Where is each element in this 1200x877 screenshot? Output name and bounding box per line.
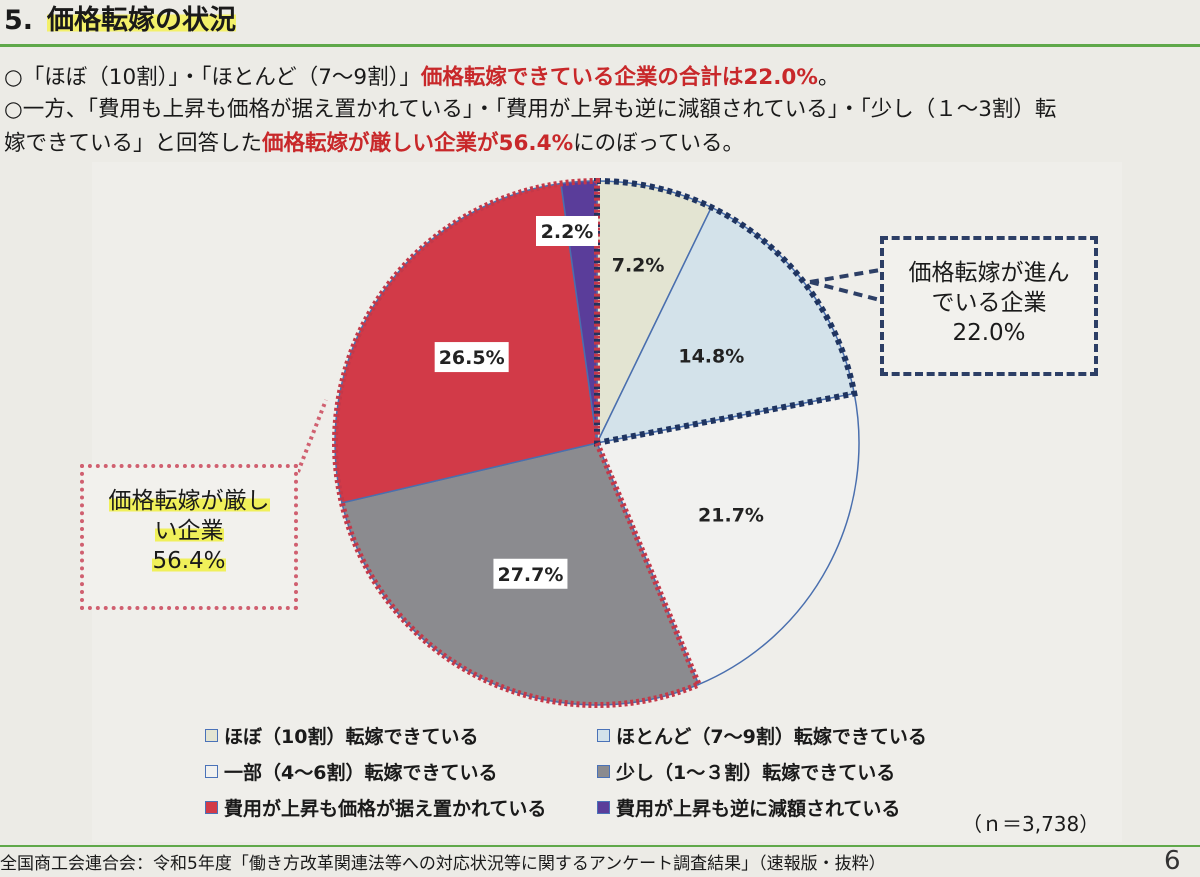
slice-label-bg — [434, 342, 509, 373]
lead-emphasis: 価格転嫁できている企業の合計は22.0% — [420, 65, 818, 90]
slice-label: 26.5% — [439, 347, 505, 369]
group-outline-positive — [594, 177, 858, 447]
callout-connector-positive — [809, 268, 881, 284]
lead-text: 嫁できている」と回答した — [4, 131, 263, 156]
lead-line-2: ○一方、「費用も上昇も価格が据え置かれている」・「費用が上昇も逆に減額されている… — [4, 97, 1057, 122]
callout-negative: 価格転嫁が厳し い企業 56.4% — [80, 464, 298, 610]
legend-label: ほとんど（7～9割）転嫁できている — [616, 726, 927, 748]
legend-label: 費用が上昇も価格が据え置かれている — [224, 798, 547, 820]
slice-label: 27.7% — [497, 564, 563, 586]
slice-label-bg — [536, 216, 598, 246]
legend-item: ほとんど（7～9割）転嫁できている — [597, 722, 927, 749]
legend-item: 一部（4～6割）転嫁できている — [205, 758, 497, 785]
slice-label: 21.7% — [698, 505, 764, 527]
legend-label: 費用が上昇も逆に減額されている — [616, 798, 901, 820]
callout-value: 22.0% — [952, 320, 1026, 346]
legend-swatch — [205, 765, 218, 778]
callout-connector-positive — [809, 280, 881, 302]
source-note: 全国商工会連合会：令和5年度「働き方改革関連法等への対応状況等に関するアンケート… — [0, 854, 886, 874]
legend-swatch — [205, 729, 218, 742]
sample-size: （ｎ＝3,738） — [962, 812, 1100, 836]
legend-item: 少し（1～３割）転嫁できている — [597, 758, 895, 785]
lead-text: ○「ほぼ（10割）」・「ほとんど（7～9割）」 — [4, 65, 421, 90]
callout-text: い企業 — [154, 518, 224, 544]
legend-swatch — [597, 729, 610, 742]
legend-label: 一部（4～6割）転嫁できている — [224, 762, 498, 784]
callout-text: 価格転嫁が厳し — [108, 488, 270, 514]
callout-positive: 価格転嫁が進ん でいる企業 22.0% — [880, 236, 1098, 376]
legend-swatch — [205, 801, 218, 814]
lead-emphasis: 価格転嫁が厳しい企業が56.4% — [262, 131, 574, 156]
legend-swatch — [597, 765, 610, 778]
legend-swatch — [597, 801, 610, 814]
footer-divider — [0, 845, 1200, 847]
legend-label: ほぼ（10割）転嫁できている — [224, 726, 479, 748]
lead-line-3: 嫁できている」と回答した価格転嫁が厳しい企業が56.4%にのぼっている。 — [4, 128, 744, 160]
section-title: 価格転嫁の状況 — [47, 5, 237, 36]
section-number: 5. — [4, 5, 34, 36]
legend-item: 費用が上昇も逆に減額されている — [597, 794, 900, 821]
legend-item: 費用が上昇も価格が据え置かれている — [205, 794, 546, 821]
pie-slice — [595, 392, 860, 686]
lead-line-1: ○「ほぼ（10割）」・「ほとんど（7～9割）」価格転嫁できている企業の合計は22… — [4, 62, 839, 94]
slice-label-bg — [493, 558, 568, 589]
legend-item: ほぼ（10割）転嫁できている — [205, 722, 478, 749]
lead-text: 。 — [817, 65, 840, 90]
lead-text: にのぼっている。 — [573, 131, 745, 156]
slice-label: 7.2% — [612, 254, 665, 276]
callout-text: でいる企業 — [931, 290, 1047, 316]
slice-label: 2.2% — [541, 221, 594, 243]
page-number: 6 — [1164, 846, 1181, 876]
callout-value: 56.4% — [152, 548, 226, 574]
callout-text: 価格転嫁が進ん — [908, 260, 1070, 286]
title-divider — [0, 44, 1200, 47]
page-title: 5. 価格転嫁の状況 — [0, 0, 237, 46]
legend-label: 少し（1～３割）転嫁できている — [616, 762, 896, 784]
callout-connector-negative — [296, 399, 328, 473]
group-outline-negative — [332, 177, 703, 708]
slice-label: 14.8% — [678, 345, 744, 367]
